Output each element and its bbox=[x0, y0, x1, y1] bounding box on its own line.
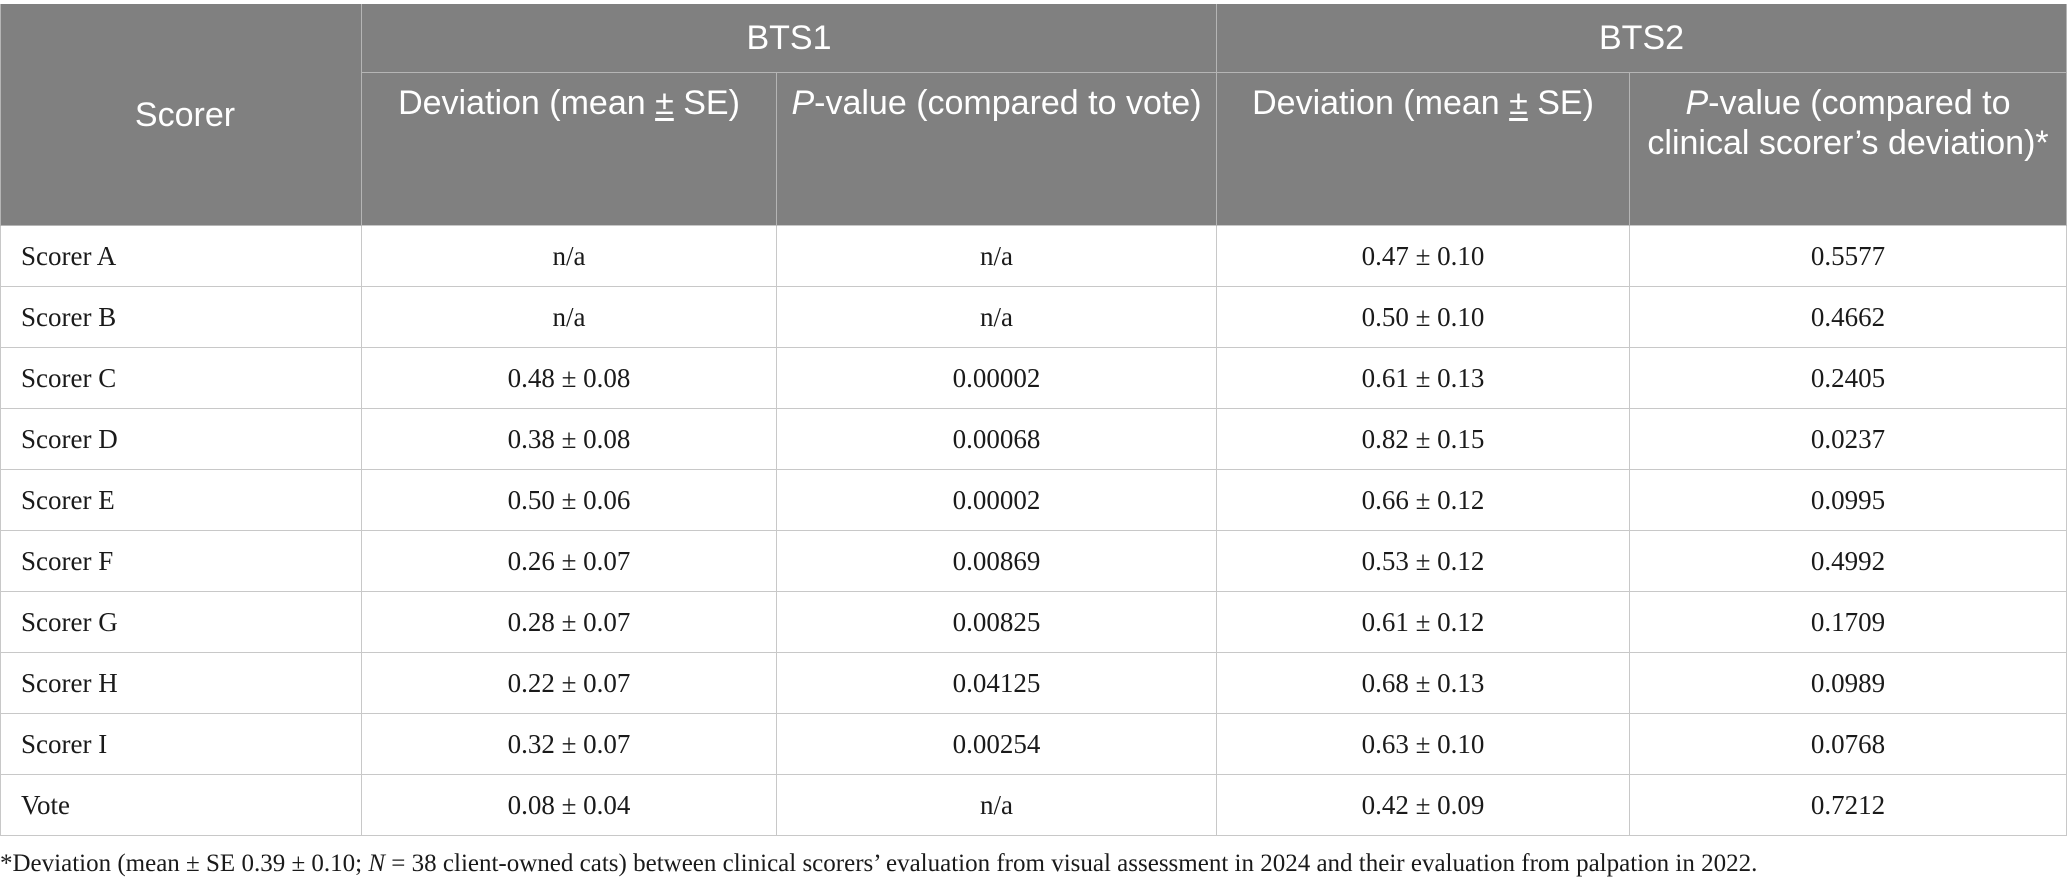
cell-bts2-pvalue: 0.7212 bbox=[1629, 774, 2068, 836]
header-bts1-pvalue: P-value (compared to vote) bbox=[775, 72, 1218, 226]
header-bts1-deviation: Deviation (mean ± SE) bbox=[361, 72, 777, 226]
cell-scorer: Scorer E bbox=[0, 469, 362, 531]
table-row: Scorer E 0.50 ± 0.06 0.00002 0.66 ± 0.12… bbox=[0, 469, 2068, 531]
cell-bts2-deviation: 0.66 ± 0.12 bbox=[1216, 469, 1631, 531]
cell-bts1-pvalue: 0.00002 bbox=[775, 347, 1218, 409]
cell-bts2-deviation: 0.61 ± 0.12 bbox=[1216, 591, 1631, 653]
header-bts2-pvalue: P-value (compared to clinical scorer’s d… bbox=[1629, 72, 2068, 226]
cell-bts1-deviation: 0.22 ± 0.07 bbox=[361, 652, 777, 714]
cell-bts2-deviation: 0.68 ± 0.13 bbox=[1216, 652, 1631, 714]
cell-bts2-pvalue: 0.0995 bbox=[1629, 469, 2068, 531]
table-row: Scorer A n/a n/a 0.47 ± 0.10 0.5577 bbox=[0, 225, 2068, 287]
cell-scorer: Scorer D bbox=[0, 408, 362, 470]
cell-scorer: Scorer A bbox=[0, 225, 362, 287]
table-row: Vote 0.08 ± 0.04 n/a 0.42 ± 0.09 0.7212 bbox=[0, 774, 2068, 836]
cell-bts2-deviation: 0.63 ± 0.10 bbox=[1216, 713, 1631, 775]
cell-bts2-pvalue: 0.4992 bbox=[1629, 530, 2068, 592]
cell-bts1-deviation: 0.28 ± 0.07 bbox=[361, 591, 777, 653]
table-row: Scorer D 0.38 ± 0.08 0.00068 0.82 ± 0.15… bbox=[0, 408, 2068, 470]
cell-bts1-pvalue: 0.00068 bbox=[775, 408, 1218, 470]
table-row: Scorer H 0.22 ± 0.07 0.04125 0.68 ± 0.13… bbox=[0, 652, 2068, 714]
cell-bts1-pvalue: 0.00254 bbox=[775, 713, 1218, 775]
cell-bts1-deviation: 0.26 ± 0.07 bbox=[361, 530, 777, 592]
cell-scorer: Scorer B bbox=[0, 286, 362, 348]
results-table: Scorer BTS1 BTS2 Deviation (mean ± SE) P… bbox=[0, 4, 2068, 836]
header-sub-row: Deviation (mean ± SE) P-value (compared … bbox=[1, 72, 2068, 226]
cell-bts2-deviation: 0.47 ± 0.10 bbox=[1216, 225, 1631, 287]
table-row: Scorer G 0.28 ± 0.07 0.00825 0.61 ± 0.12… bbox=[0, 591, 2068, 653]
cell-bts1-pvalue: 0.04125 bbox=[775, 652, 1218, 714]
table-row: Scorer I 0.32 ± 0.07 0.00254 0.63 ± 0.10… bbox=[0, 713, 2068, 775]
cell-bts1-pvalue: 0.00825 bbox=[775, 591, 1218, 653]
cell-bts1-deviation: 0.38 ± 0.08 bbox=[361, 408, 777, 470]
cell-bts2-pvalue: 0.2405 bbox=[1629, 347, 2068, 409]
cell-bts2-deviation: 0.53 ± 0.12 bbox=[1216, 530, 1631, 592]
cell-bts2-deviation: 0.42 ± 0.09 bbox=[1216, 774, 1631, 836]
cell-bts2-pvalue: 0.5577 bbox=[1629, 225, 2068, 287]
header-group-row: Scorer BTS1 BTS2 bbox=[0, 4, 2068, 226]
cell-bts1-pvalue: 0.00869 bbox=[775, 530, 1218, 592]
cell-bts1-pvalue: n/a bbox=[775, 774, 1218, 836]
cell-bts1-pvalue: n/a bbox=[775, 225, 1218, 287]
cell-bts2-deviation: 0.50 ± 0.10 bbox=[1216, 286, 1631, 348]
header-scorer: Scorer bbox=[0, 4, 362, 226]
cell-bts2-pvalue: 0.0989 bbox=[1629, 652, 2068, 714]
cell-bts2-pvalue: 0.1709 bbox=[1629, 591, 2068, 653]
table-footnote: *Deviation (mean ± SE 0.39 ± 0.10; N = 3… bbox=[0, 850, 1758, 877]
table-row: Scorer C 0.48 ± 0.08 0.00002 0.61 ± 0.13… bbox=[0, 347, 2068, 409]
cell-bts1-pvalue: 0.00002 bbox=[775, 469, 1218, 531]
table-body: Scorer A n/a n/a 0.47 ± 0.10 0.5577 Scor… bbox=[0, 225, 2068, 836]
results-table-container: Scorer BTS1 BTS2 Deviation (mean ± SE) P… bbox=[0, 4, 2068, 836]
cell-bts1-deviation: 0.08 ± 0.04 bbox=[361, 774, 777, 836]
table-header: Scorer BTS1 BTS2 Deviation (mean ± SE) P… bbox=[0, 4, 2068, 226]
header-bts1: BTS1 bbox=[360, 4, 1218, 73]
header-bts2-deviation: Deviation (mean ± SE) bbox=[1216, 72, 1631, 226]
table-row: Scorer B n/a n/a 0.50 ± 0.10 0.4662 bbox=[0, 286, 2068, 348]
cell-bts2-deviation: 0.61 ± 0.13 bbox=[1216, 347, 1631, 409]
cell-bts1-deviation: 0.50 ± 0.06 bbox=[361, 469, 777, 531]
cell-bts1-deviation: n/a bbox=[361, 286, 777, 348]
cell-bts1-pvalue: n/a bbox=[775, 286, 1218, 348]
cell-bts2-pvalue: 0.4662 bbox=[1629, 286, 2068, 348]
cell-bts1-deviation: 0.48 ± 0.08 bbox=[361, 347, 777, 409]
cell-scorer: Vote bbox=[0, 774, 362, 836]
cell-scorer: Scorer F bbox=[0, 530, 362, 592]
cell-scorer: Scorer I bbox=[0, 713, 362, 775]
cell-scorer: Scorer G bbox=[0, 591, 362, 653]
cell-bts1-deviation: n/a bbox=[361, 225, 777, 287]
cell-bts2-pvalue: 0.0237 bbox=[1629, 408, 2068, 470]
cell-scorer: Scorer C bbox=[0, 347, 362, 409]
cell-bts1-deviation: 0.32 ± 0.07 bbox=[361, 713, 777, 775]
cell-bts2-deviation: 0.82 ± 0.15 bbox=[1216, 408, 1631, 470]
header-bts2: BTS2 bbox=[1216, 4, 2068, 73]
table-row: Scorer F 0.26 ± 0.07 0.00869 0.53 ± 0.12… bbox=[0, 530, 2068, 592]
cell-bts2-pvalue: 0.0768 bbox=[1629, 713, 2068, 775]
cell-scorer: Scorer H bbox=[0, 652, 362, 714]
